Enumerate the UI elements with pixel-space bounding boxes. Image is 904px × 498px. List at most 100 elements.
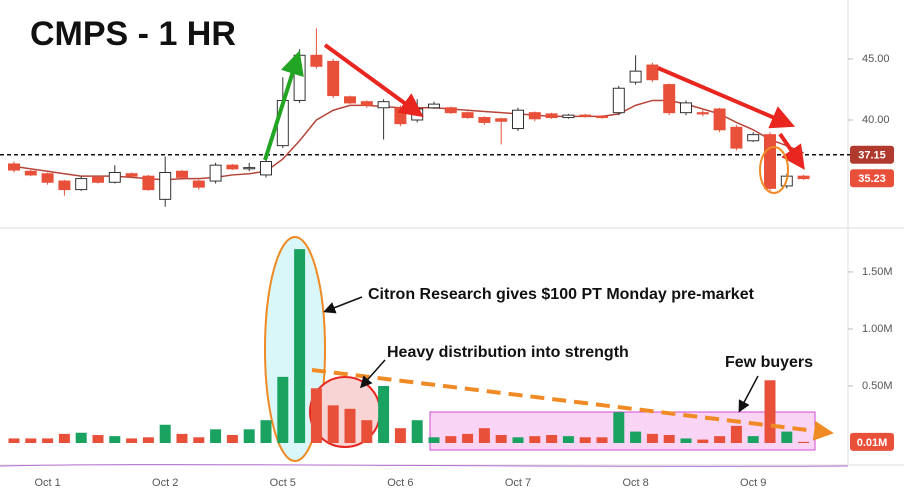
y-tick-label: 45.00 <box>862 53 890 65</box>
candle-body <box>730 126 743 149</box>
candle-body <box>495 118 508 122</box>
annotation: Heavy distribution into strength <box>387 344 629 361</box>
price-tag <box>850 432 894 451</box>
x-tick-label: Oct 9 <box>740 477 766 489</box>
volume-bar <box>361 420 373 443</box>
candle-body <box>696 112 709 115</box>
volume-bar <box>512 437 524 443</box>
volume-bar <box>126 438 138 443</box>
candle-body <box>327 60 340 97</box>
candle-body <box>75 178 88 191</box>
y-tick-label: 0.50M <box>862 380 893 392</box>
volume-bar <box>42 438 54 443</box>
y-tick-label: 1.50M <box>862 266 893 278</box>
volume-bar <box>260 420 272 443</box>
candle-body <box>159 171 172 200</box>
volume-bar <box>109 436 121 443</box>
down-arrow <box>323 43 424 118</box>
volume-bar <box>798 441 810 443</box>
price-tag <box>850 169 894 188</box>
candle-body <box>663 84 676 114</box>
volume-bar <box>680 438 692 443</box>
price-tag-label: 0.01M <box>857 437 888 449</box>
volume-bar <box>730 425 742 443</box>
candle-body <box>310 54 323 67</box>
candle-body <box>478 117 491 123</box>
volume-bar <box>747 436 759 443</box>
candle-body <box>747 134 760 142</box>
volume-bar <box>646 433 658 443</box>
down-arrow <box>657 66 796 129</box>
volume-bar <box>310 388 322 443</box>
x-tick-label: Oct 7 <box>505 477 531 489</box>
candle-body <box>596 115 608 119</box>
chart-title: CMPS - 1 HR <box>30 15 236 53</box>
volume-bar <box>697 439 709 443</box>
candle-body <box>579 114 592 117</box>
candle-body <box>344 96 356 104</box>
volume-bar <box>781 431 793 443</box>
candle-body <box>444 107 457 114</box>
volume-bar <box>92 435 104 443</box>
volume-bar <box>630 431 642 443</box>
volume-bar <box>714 436 726 443</box>
candle-body <box>176 170 188 178</box>
candle-body <box>243 167 256 170</box>
volume-bar <box>378 385 390 443</box>
pointer-arrow <box>360 359 386 389</box>
candle-body <box>528 112 541 120</box>
candle-body <box>24 170 37 176</box>
volume-bar <box>562 436 574 443</box>
candle-body <box>713 108 726 131</box>
volume-bar <box>613 412 625 443</box>
volume-bar <box>327 405 339 443</box>
marks: 40.00 45.00 Oct 1 Oct 2 Oct 5 Oct 6 Oct 7 Oct 8… <box>0 28 894 489</box>
annotation: Few buyers <box>725 354 813 371</box>
candle-body <box>108 171 121 183</box>
volume-bar <box>579 437 591 443</box>
annotation: Citron Research gives $100 PT Monday pre… <box>368 286 755 303</box>
candle-body <box>192 180 205 188</box>
candle-body <box>461 112 474 119</box>
price-tag <box>850 145 894 164</box>
candle-body <box>680 102 692 114</box>
volume-bar <box>176 433 188 443</box>
volume-bar <box>25 438 37 443</box>
candle-body <box>125 173 138 177</box>
pointer-arrow <box>323 296 363 314</box>
volume-bar <box>394 428 406 443</box>
volume-bar <box>193 437 205 443</box>
down-arrow <box>778 132 805 170</box>
candle-body <box>394 107 407 125</box>
highlight-ellipse <box>759 146 789 194</box>
candle-body <box>612 87 625 114</box>
pointer-arrow <box>738 375 759 413</box>
volume-bar <box>529 436 541 443</box>
volume-bar <box>8 438 20 443</box>
candle-body <box>797 175 810 180</box>
x-tick-label: Oct 8 <box>622 477 648 489</box>
candle-body <box>41 173 54 183</box>
x-tick-label: Oct 1 <box>34 477 60 489</box>
candle-body <box>562 114 575 119</box>
candle-body <box>646 64 659 81</box>
x-tick-label: Oct 5 <box>270 477 296 489</box>
volume-bar <box>243 429 255 443</box>
volume-bar <box>478 428 490 443</box>
volume-bar <box>495 435 507 443</box>
candle-body <box>764 134 776 189</box>
volume-bar <box>663 435 675 443</box>
volume-bar <box>344 408 356 443</box>
candle-body <box>629 70 642 83</box>
candle-body <box>142 175 155 191</box>
trend-arrow <box>311 368 834 441</box>
volume-bar <box>142 437 154 443</box>
price-tag-label: 35.23 <box>858 173 886 185</box>
volume-bar <box>294 249 306 443</box>
x-tick-label: Oct 2 <box>152 477 178 489</box>
candle-body <box>377 101 390 109</box>
volume-bar <box>210 429 222 443</box>
volume-bar <box>277 376 289 443</box>
x-tick-label: Oct 6 <box>387 477 413 489</box>
